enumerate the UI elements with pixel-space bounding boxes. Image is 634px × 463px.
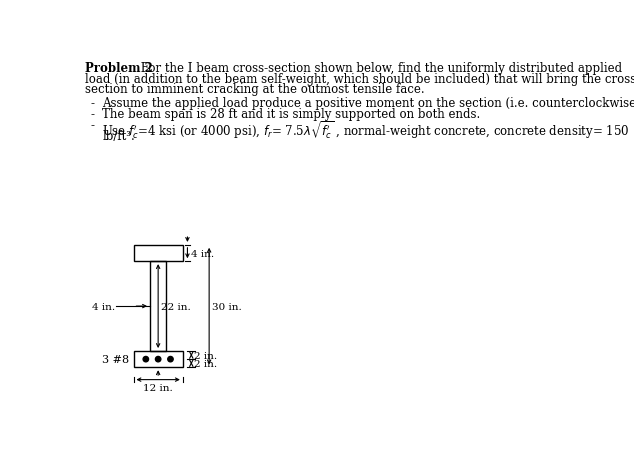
Text: -: - — [90, 119, 94, 131]
Text: Assume the applied load produce a positive moment on the section (i.e. countercl: Assume the applied load produce a positi… — [103, 97, 634, 110]
Text: Problem 2: Problem 2 — [85, 62, 153, 75]
Text: lb/ft³.: lb/ft³. — [103, 130, 135, 143]
Text: 30 in.: 30 in. — [212, 302, 242, 311]
Text: Use $f_c^{\prime}$=4 ksi (or 4000 psi), $f_r$= 7.5$\lambda\sqrt{f_c^{\prime}}$ ,: Use $f_c^{\prime}$=4 ksi (or 4000 psi), … — [103, 119, 630, 140]
Text: 2 in.: 2 in. — [193, 351, 217, 360]
Text: section to imminent cracking at the outmost tensile face.: section to imminent cracking at the outm… — [85, 83, 424, 96]
Text: 22 in.: 22 in. — [161, 302, 191, 311]
Text: -: - — [90, 97, 94, 110]
Bar — [150, 262, 166, 351]
Text: 12 in.: 12 in. — [143, 383, 173, 392]
Text: -: - — [90, 108, 94, 121]
Text: 4 in.: 4 in. — [92, 302, 115, 311]
Bar — [134, 245, 183, 262]
Bar — [134, 351, 183, 368]
Text: 2 in.: 2 in. — [193, 359, 217, 368]
Text: The beam span is 28 ft and it is simply supported on both ends.: The beam span is 28 ft and it is simply … — [103, 108, 481, 121]
Circle shape — [143, 357, 148, 362]
Text: 3 #8: 3 #8 — [103, 354, 129, 364]
Text: 4 in.: 4 in. — [191, 249, 214, 258]
Text: For the I beam cross-section shown below, find the uniformly distributed applied: For the I beam cross-section shown below… — [136, 62, 622, 75]
Circle shape — [168, 357, 173, 362]
Text: load (in addition to the beam self-weight, which should be included) that will b: load (in addition to the beam self-weigh… — [85, 73, 634, 86]
Circle shape — [155, 357, 161, 362]
